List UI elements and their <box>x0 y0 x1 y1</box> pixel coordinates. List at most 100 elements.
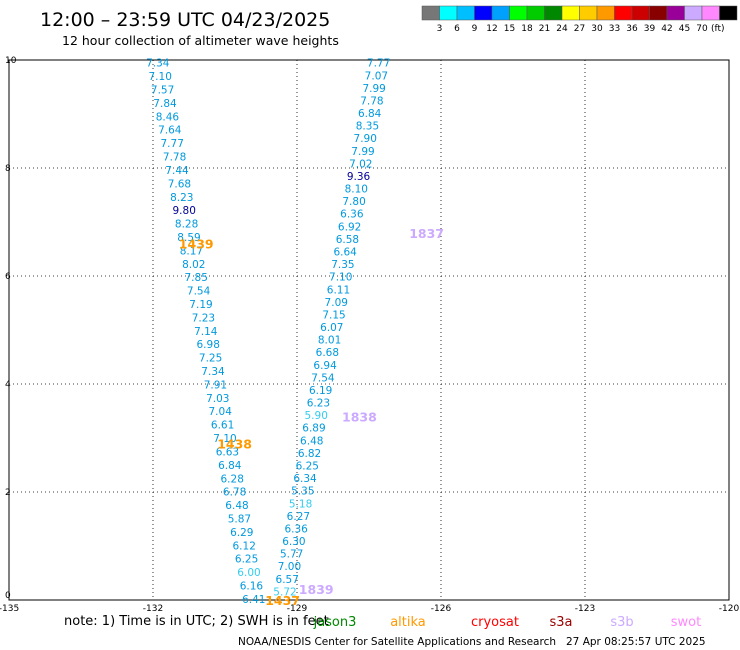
wave-height-value: 6.84 <box>358 108 382 120</box>
legend-swatch <box>526 5 545 21</box>
wave-height-value: 7.77 <box>161 138 184 150</box>
wave-height-value: 9.36 <box>347 171 371 183</box>
wave-height-value: 7.54 <box>311 372 335 384</box>
wave-height-value: 7.78 <box>163 152 186 164</box>
lat-tick-label: 0 <box>5 591 11 601</box>
wave-height-value: 7.10 <box>329 272 352 284</box>
wave-height-value: 6.58 <box>336 234 359 246</box>
legend-tick-label: 45 <box>679 24 690 34</box>
wave-height-value: 7.19 <box>189 299 212 311</box>
legend-swatch <box>561 5 580 21</box>
wave-height-value: 7.34 <box>201 366 225 378</box>
wave-height-value: 7.35 <box>331 259 354 271</box>
lon-tick-label: -132 <box>143 604 163 614</box>
lat-tick-label: 4 <box>5 380 11 390</box>
page-subtitle: 12 hour collection of altimeter wave hei… <box>62 33 339 48</box>
satellite-label-altika: altika <box>390 615 426 630</box>
wave-height-value: 8.46 <box>156 111 180 123</box>
wave-height-value: 7.15 <box>322 309 345 321</box>
legend-swatch <box>719 5 738 21</box>
wave-height-value: 6.27 <box>287 511 310 523</box>
wave-height-value: 7.57 <box>151 85 174 97</box>
satellite-label-swot: swot <box>671 615 701 630</box>
axis-tick-labels: -135 -132 -129 -126 -123 -120 0 2 4 6 8 10 <box>0 56 739 614</box>
legend-swatch <box>666 5 685 21</box>
track-sentinel3b: 7.777.077.997.786.848.357.907.997.029.36… <box>273 58 444 599</box>
pass-time-label: 1437 <box>265 593 300 608</box>
wave-height-value: 7.99 <box>351 146 374 158</box>
pass-time-label: 1438 <box>217 436 252 451</box>
wave-height-value: 5.35 <box>291 486 314 498</box>
wave-height-value: 6.36 <box>340 209 364 221</box>
legend-tick-label: 3 <box>437 24 443 34</box>
plot-frame <box>8 59 730 601</box>
color-legend: 3 6 9 12 15 18 21 24 27 30 33 36 39 42 45 70 <box>421 5 738 34</box>
wave-height-value: 6.92 <box>338 221 361 233</box>
wave-height-value: 7.23 <box>192 312 215 324</box>
legend-swatch <box>421 5 440 21</box>
legend-tick-label: 21 <box>539 24 550 34</box>
wave-height-value: 7.03 <box>206 393 229 405</box>
satellite-label-jason3: jason3 <box>313 615 357 630</box>
wave-height-value: 7.77 <box>367 58 390 70</box>
wave-height-value: 6.84 <box>218 460 242 472</box>
legend-tick-label: 70 <box>696 24 708 34</box>
lon-tick-label: -126 <box>431 604 452 614</box>
wave-height-value: 8.02 <box>182 259 205 271</box>
lon-tick-label: -120 <box>719 604 740 614</box>
wave-height-value: 7.64 <box>158 125 182 137</box>
legend-tick-label: 24 <box>556 24 568 34</box>
legend-swatch <box>649 5 668 21</box>
lat-lon-grid <box>9 60 729 600</box>
legend-swatch <box>701 5 720 21</box>
wave-height-value: 7.99 <box>362 83 385 95</box>
wave-height-value: 7.84 <box>153 98 177 110</box>
pass-time-label: 1837 <box>409 226 444 241</box>
wave-height-value: 5.18 <box>289 498 312 510</box>
legend-tick-label: 30 <box>591 24 603 34</box>
wave-height-value: 5.90 <box>305 410 328 422</box>
wave-height-value: 6.64 <box>333 247 357 259</box>
wave-height-value: 7.80 <box>342 196 365 208</box>
footer-note: note: 1) Time is in UTC; 2) SWH is in fe… <box>64 614 329 629</box>
wave-height-value: 6.07 <box>320 322 343 334</box>
wave-height-value: 6.00 <box>237 567 260 579</box>
legend-swatch <box>579 5 598 21</box>
wave-height-value: 6.12 <box>233 540 256 552</box>
legend-tick-label: 39 <box>644 24 656 34</box>
wave-height-value: 8.28 <box>175 219 198 231</box>
wave-height-value: 5.87 <box>228 513 251 525</box>
wave-height-value: 6.11 <box>327 284 350 296</box>
lon-tick-label: -123 <box>575 604 595 614</box>
wave-height-value: 6.98 <box>197 339 220 351</box>
wave-height-value: 7.10 <box>213 433 236 445</box>
wave-height-value: 5.77 <box>280 549 303 561</box>
legend-tick-label: 6 <box>454 24 460 34</box>
wave-height-value: 7.85 <box>185 272 208 284</box>
wave-height-value: 8.23 <box>170 192 193 204</box>
wave-height-value: 6.29 <box>230 527 253 539</box>
lon-tick-label: -135 <box>0 604 19 614</box>
wave-height-value: 6.16 <box>240 581 264 593</box>
wave-height-value: 6.89 <box>302 423 325 435</box>
footer-credit: NOAA/NESDIS Center for Satellite Applica… <box>238 636 556 648</box>
wave-height-value: 7.54 <box>187 286 211 298</box>
wave-height-value: 6.94 <box>313 360 337 372</box>
page-title: 12:00 – 23:59 UTC 04/23/2025 <box>40 9 330 31</box>
wave-height-value: 6.34 <box>293 473 317 485</box>
pass-time-label: 1839 <box>299 582 334 597</box>
legend-tick-label: 42 <box>661 24 672 34</box>
legend-tick-label: 18 <box>521 24 533 34</box>
wave-height-value: 7.09 <box>325 297 348 309</box>
wave-height-value: 6.30 <box>282 536 305 548</box>
wave-height-value: 6.61 <box>211 420 234 432</box>
pass-time-label: 1838 <box>342 409 377 424</box>
wave-height-value: 7.34 <box>146 58 170 70</box>
legend-tick-label: 33 <box>609 24 620 34</box>
legend-unit: (ft) <box>711 24 725 34</box>
wave-height-value: 8.17 <box>180 245 203 257</box>
wave-height-value: 7.10 <box>149 71 172 83</box>
wave-height-value: 8.10 <box>345 184 368 196</box>
